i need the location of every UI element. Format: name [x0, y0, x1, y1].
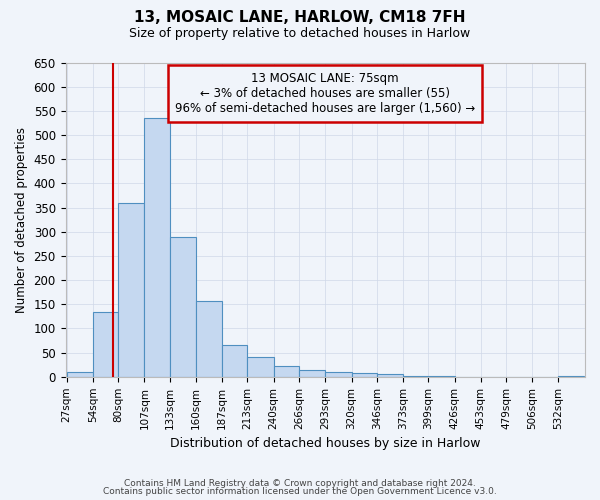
X-axis label: Distribution of detached houses by size in Harlow: Distribution of detached houses by size … — [170, 437, 481, 450]
Bar — [170, 236, 196, 377]
Bar — [247, 358, 274, 377]
Y-axis label: Number of detached properties: Number of detached properties — [15, 126, 28, 312]
Text: 13, MOSAIC LANE, HARLOW, CM18 7FH: 13, MOSAIC LANE, HARLOW, CM18 7FH — [134, 10, 466, 25]
Bar — [118, 202, 145, 377]
Bar — [222, 346, 247, 377]
Bar — [403, 376, 428, 377]
Bar — [299, 370, 325, 377]
Bar — [274, 366, 299, 377]
Bar — [325, 372, 352, 377]
Bar — [67, 372, 93, 377]
Bar — [377, 374, 403, 377]
Text: Contains public sector information licensed under the Open Government Licence v3: Contains public sector information licen… — [103, 487, 497, 496]
Bar — [145, 118, 170, 377]
Bar — [352, 373, 377, 377]
Text: 13 MOSAIC LANE: 75sqm
← 3% of detached houses are smaller (55)
96% of semi-detac: 13 MOSAIC LANE: 75sqm ← 3% of detached h… — [175, 72, 475, 115]
Bar — [196, 301, 222, 377]
Text: Size of property relative to detached houses in Harlow: Size of property relative to detached ho… — [130, 28, 470, 40]
Text: Contains HM Land Registry data © Crown copyright and database right 2024.: Contains HM Land Registry data © Crown c… — [124, 478, 476, 488]
Bar — [93, 312, 118, 377]
